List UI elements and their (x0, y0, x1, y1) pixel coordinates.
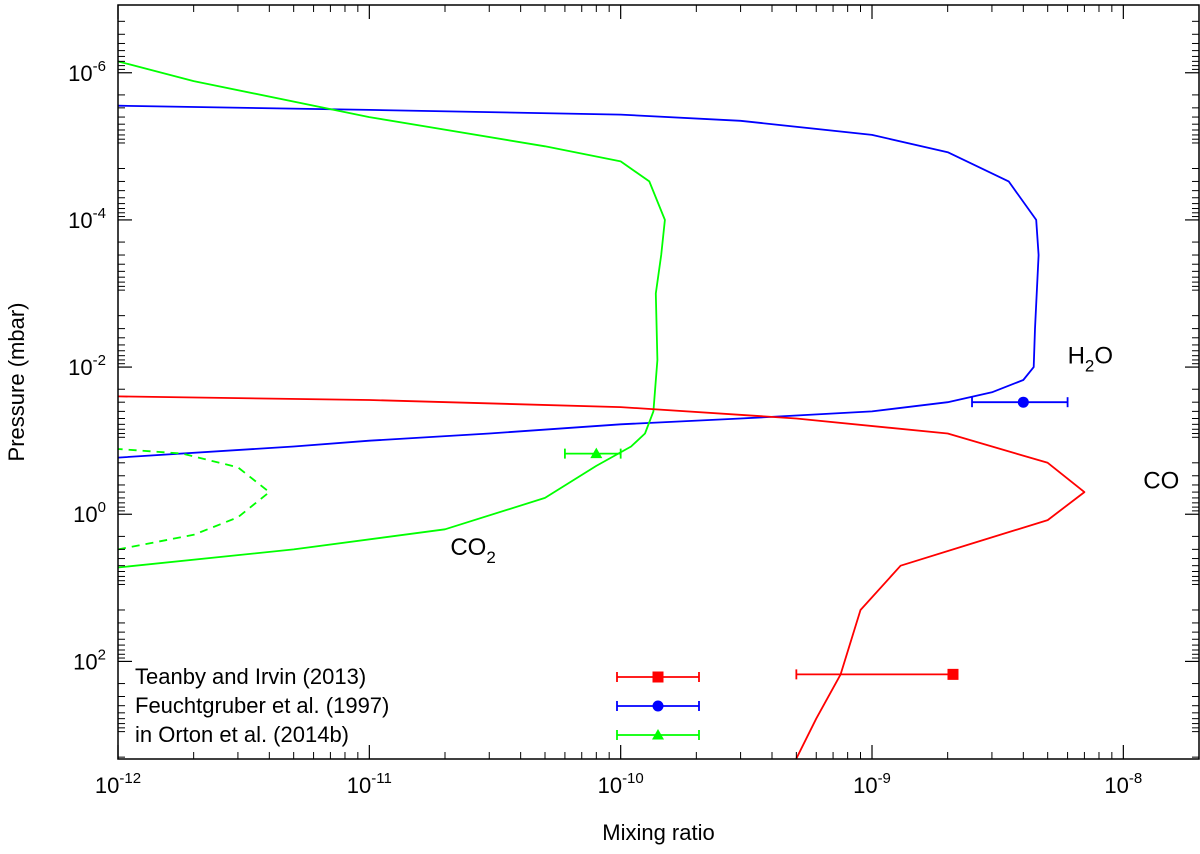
y-tick-label-3: 100 (73, 499, 106, 527)
plot-frame (117, 4, 1200, 760)
legend-marker (652, 671, 664, 683)
legend-item-1: Feuchtgruber et al. (1997) (135, 693, 700, 718)
series-line-2 (118, 448, 271, 551)
error-point-marker (947, 668, 959, 680)
co-label: CO (1143, 468, 1179, 495)
x-axis-title: Mixing ratio (602, 820, 714, 845)
y-tick-label-1: 10-4 (68, 205, 106, 233)
series-line-3 (118, 395, 1086, 759)
y-tick-label-4: 102 (73, 646, 106, 674)
error-point-marker (590, 447, 603, 459)
axes-layer: 10-12 10-11 10-10 10-9 10-8 10-6 10-4 10-2 100 10… (4, 4, 1200, 845)
legend-label: Teanby and Irvin (2013) (135, 664, 366, 689)
legend-item-0: Teanby and Irvin (2013) (135, 664, 700, 689)
y-tick-label-2: 10-2 (68, 352, 106, 380)
x-tick-label-2: 10-10 (598, 770, 644, 798)
error-point-0 (971, 396, 1069, 408)
series-line-0 (118, 104, 1040, 459)
legend-label: Feuchtgruber et al. (1997) (135, 693, 389, 718)
y-tick-label-0: 10-6 (68, 58, 106, 86)
series-line-1 (118, 60, 666, 569)
x-tick-label-1: 10-11 (347, 770, 392, 798)
error-point-marker (1017, 396, 1029, 408)
legend: Teanby and Irvin (2013) Feuchtgruber et a… (135, 664, 700, 747)
legend-marker (652, 700, 664, 712)
co2-label: CO2 (450, 534, 495, 567)
h2o-label: H2O (1068, 343, 1113, 376)
x-tick-label-3: 10-9 (853, 770, 891, 798)
x-tick-label-0: 10-12 (95, 770, 141, 798)
y-axis-title: Pressure (mbar) (4, 303, 29, 462)
error-point-1 (564, 447, 622, 459)
legend-label: in Orton et al. (2014b) (135, 722, 349, 747)
label-layer: H2O CO CO2 (450, 343, 1179, 567)
x-tick-label-4: 10-8 (1104, 770, 1142, 798)
error-point-2 (795, 668, 959, 680)
legend-marker (652, 729, 664, 740)
series-layer (118, 60, 1086, 759)
legend-item-2: in Orton et al. (2014b) (135, 722, 700, 747)
